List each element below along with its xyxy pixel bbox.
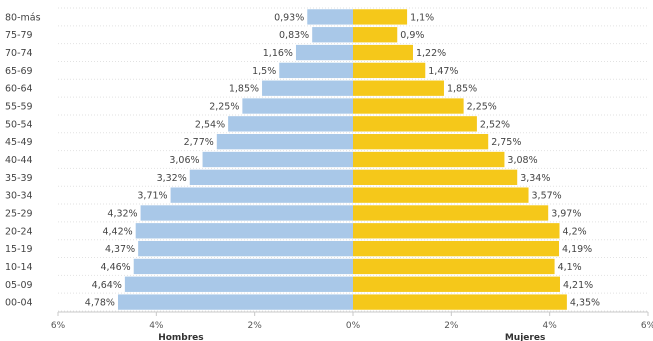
x-tick-label: 4% (149, 321, 164, 331)
age-group-label: 20-24 (5, 226, 33, 237)
bar-hombres (133, 258, 353, 275)
value-label-mujeres: 4,1% (558, 262, 582, 273)
bar-mujeres (353, 294, 567, 310)
bar-hombres (312, 27, 353, 43)
bar-hombres (140, 205, 353, 221)
age-group-label: 40-44 (5, 155, 33, 166)
value-label-mujeres: 3,08% (507, 155, 537, 166)
bar-mujeres (353, 276, 560, 292)
value-label-hombres: 3,71% (137, 191, 167, 202)
value-label-mujeres: 4,21% (563, 280, 593, 291)
x-axis: 6% 4% 2% 0% 2% 4% 6% Hombres Mujeres (51, 311, 653, 341)
bar-hombres (242, 98, 353, 114)
bar-mujeres (353, 258, 555, 275)
x-tick-label: 4% (543, 321, 558, 331)
x-tick-label: 2% (248, 321, 263, 331)
bar-mujeres (353, 151, 505, 168)
bar-hombres (135, 223, 353, 239)
x-tick-label: 6% (641, 321, 653, 331)
value-label-hombres: 4,37% (105, 244, 135, 255)
bar-hombres (295, 44, 353, 61)
bar-hombres (279, 62, 353, 79)
value-label-mujeres: 2,75% (491, 137, 521, 148)
value-label-mujeres: 3,57% (532, 191, 562, 202)
value-label-hombres: 2,54% (195, 119, 225, 130)
bar-mujeres (353, 27, 398, 43)
grid-lines (58, 7, 648, 312)
bar-hombres (138, 240, 353, 257)
value-label-hombres: 0,83% (279, 30, 309, 41)
value-label-mujeres: 4,35% (570, 298, 600, 309)
bar-mujeres (353, 187, 529, 203)
value-label-mujeres: 3,34% (520, 173, 550, 184)
x-tick-label: 2% (444, 321, 459, 331)
value-label-hombres: 2,77% (184, 137, 214, 148)
age-group-label: 50-54 (5, 119, 33, 130)
bar-mujeres (353, 205, 549, 221)
x-tick-label: 0% (346, 321, 361, 331)
age-group-label: 05-09 (5, 280, 33, 291)
value-label-mujeres: 2,52% (480, 119, 510, 130)
age-group-label: 10-14 (5, 262, 33, 273)
value-label-mujeres: 4,2% (563, 226, 587, 237)
value-label-mujeres: 1,1% (410, 12, 434, 23)
bar-mujeres (353, 44, 413, 61)
bar-mujeres (353, 80, 444, 96)
bar-hombres (228, 116, 353, 132)
age-group-label: 75-79 (5, 30, 33, 41)
value-label-mujeres: 0,9% (400, 30, 424, 41)
age-group-label: 60-64 (5, 84, 33, 95)
age-group-label: 70-74 (5, 48, 33, 59)
age-group-label: 45-49 (5, 137, 33, 148)
value-label-mujeres: 4,19% (562, 244, 592, 255)
age-group-label: 30-34 (5, 191, 33, 202)
value-label-hombres: 3,32% (157, 173, 187, 184)
value-label-hombres: 4,46% (101, 262, 131, 273)
value-label-hombres: 4,78% (85, 298, 115, 309)
bar-hombres (189, 169, 353, 185)
bar-hombres (124, 276, 353, 292)
value-label-hombres: 1,85% (229, 84, 259, 95)
value-label-hombres: 4,42% (102, 226, 132, 237)
x-tick-label: 6% (51, 321, 66, 331)
age-group-label: 25-29 (5, 208, 33, 219)
age-group-label: 15-19 (5, 244, 33, 255)
value-label-mujeres: 1,85% (447, 84, 477, 95)
value-label-hombres: 1,5% (252, 66, 276, 77)
value-label-mujeres: 1,47% (428, 66, 458, 77)
bar-mujeres (353, 116, 477, 132)
bar-mujeres (353, 223, 560, 239)
age-group-label: 65-69 (5, 66, 33, 77)
bar-mujeres (353, 98, 464, 114)
bar-hombres (117, 294, 353, 310)
value-label-mujeres: 1,22% (416, 48, 446, 59)
age-group-label: 55-59 (5, 102, 33, 113)
bar-hombres (170, 187, 353, 203)
labels: 80-más 0,93% 1,1% 75-79 0,83% 0,9% 70-74 1,16% 1… (5, 12, 600, 308)
value-label-hombres: 4,64% (92, 280, 122, 291)
bar-mujeres (353, 240, 560, 257)
bar-hombres (262, 80, 353, 96)
value-label-mujeres: 3,97% (551, 208, 581, 219)
value-label-mujeres: 2,25% (467, 102, 497, 113)
value-label-hombres: 4,32% (107, 208, 137, 219)
bars (117, 9, 567, 310)
bar-mujeres (353, 62, 426, 79)
bar-hombres (216, 134, 353, 150)
value-label-hombres: 1,16% (263, 48, 293, 59)
value-label-hombres: 2,25% (209, 102, 239, 113)
age-group-label: 80-más (5, 12, 41, 23)
bar-mujeres (353, 9, 408, 25)
bar-mujeres (353, 134, 489, 150)
value-label-hombres: 0,93% (274, 12, 304, 23)
age-group-label: 35-39 (5, 173, 33, 184)
series-title-mujeres: Mujeres (505, 333, 545, 341)
series-title-hombres: Hombres (158, 333, 203, 341)
bar-mujeres (353, 169, 518, 185)
bar-hombres (202, 151, 353, 168)
value-label-hombres: 3,06% (169, 155, 199, 166)
age-group-label: 00-04 (5, 298, 33, 309)
bar-hombres (307, 9, 353, 25)
